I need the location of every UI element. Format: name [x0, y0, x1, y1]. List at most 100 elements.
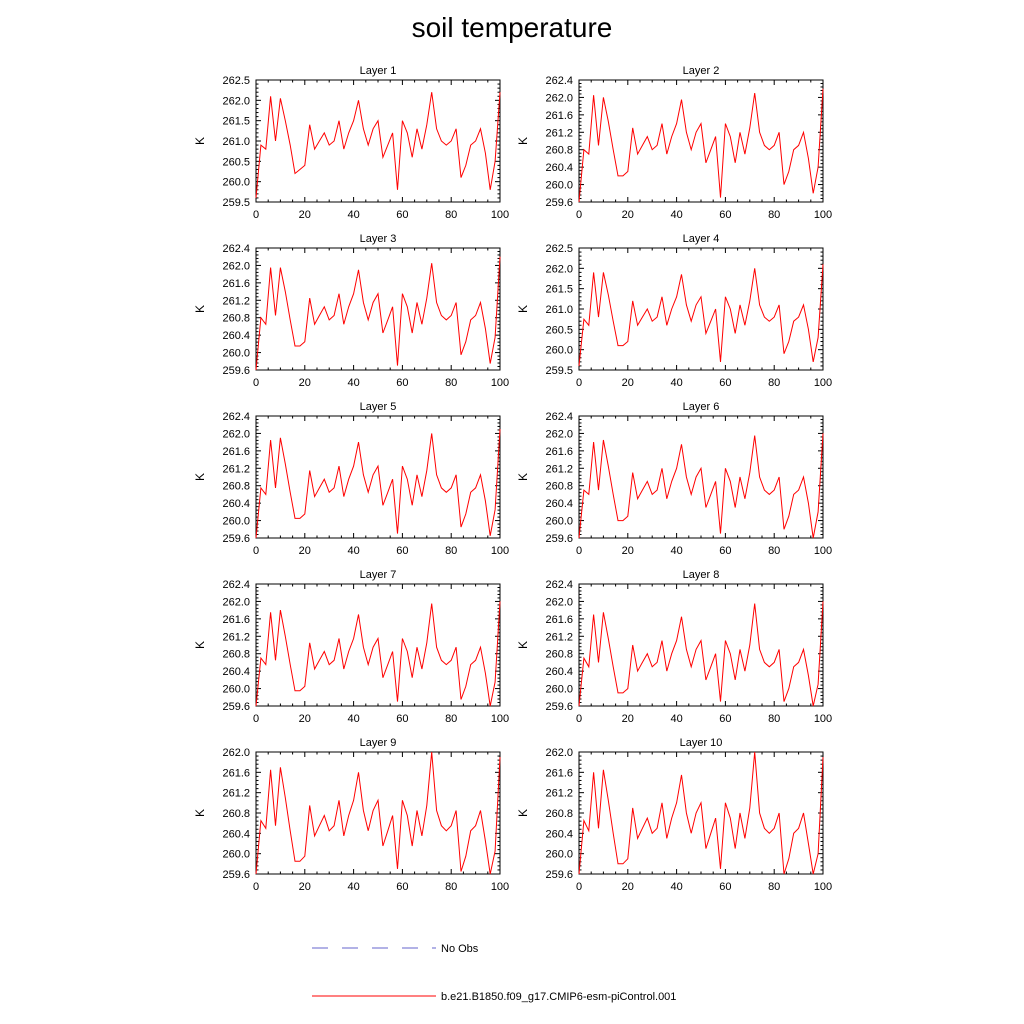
y-tick-label: 260.4	[545, 162, 573, 174]
plot-frame	[578, 751, 824, 875]
panel-title: Layer 1	[360, 65, 397, 77]
x-tick-label: 60	[719, 713, 731, 725]
series-line	[255, 92, 501, 198]
x-tick-label: 80	[445, 713, 457, 725]
y-tick-label: 261.5	[222, 116, 250, 128]
y-tick-label: 262.0	[222, 596, 250, 608]
panel-title: Layer 2	[683, 65, 720, 77]
x-tick-label: 60	[396, 881, 408, 893]
series-line	[578, 751, 824, 875]
y-tick-label: 262.0	[545, 92, 573, 104]
x-tick-label: 0	[576, 881, 582, 893]
y-tick-label: 259.6	[545, 869, 573, 881]
y-tick-label: 259.6	[545, 533, 573, 545]
y-tick-label: 262.0	[545, 747, 573, 759]
y-tick-label: 259.6	[222, 533, 250, 545]
y-tick-label: 259.6	[545, 701, 573, 713]
x-tick-label: 100	[491, 545, 509, 557]
x-tick-label: 0	[576, 377, 582, 389]
x-tick-label: 80	[768, 713, 780, 725]
x-tick-label: 40	[670, 881, 682, 893]
panel-1: Layer 1 K 0 20 40 60 80 100 259.5 260.0 260.5 261.0…	[193, 65, 509, 221]
x-tick-label: 0	[253, 209, 259, 221]
y-tick-label: 261.5	[545, 284, 573, 296]
y-tick-label: 259.5	[222, 197, 250, 209]
x-tick-label: 40	[347, 377, 359, 389]
plot-frame	[578, 247, 824, 371]
x-tick-label: 100	[814, 545, 832, 557]
panel-9: Layer 9 K 0 20 40 60 80 100 259.6 260.0 260.4 260.8…	[193, 737, 509, 893]
y-axis-label: K	[516, 473, 530, 481]
x-tick-label: 80	[768, 377, 780, 389]
series-line	[255, 751, 501, 875]
y-tick-label: 260.5	[545, 324, 573, 336]
y-tick-label: 262.0	[222, 747, 250, 759]
x-tick-label: 60	[719, 545, 731, 557]
y-tick-label: 260.4	[222, 828, 250, 840]
y-tick-label: 259.6	[222, 365, 250, 377]
x-tick-label: 20	[622, 377, 634, 389]
y-tick-label: 261.6	[222, 767, 250, 779]
panel-title: Layer 9	[360, 737, 397, 749]
y-tick-label: 262.4	[545, 75, 573, 87]
plot-frame	[255, 583, 501, 707]
series-line	[578, 601, 824, 707]
y-axis-label: K	[193, 809, 207, 817]
x-tick-label: 100	[491, 881, 509, 893]
panel-title: Layer 3	[360, 233, 397, 245]
x-tick-label: 100	[814, 713, 832, 725]
series-line	[255, 601, 501, 707]
y-tick-label: 259.5	[545, 365, 573, 377]
y-tick-label: 261.2	[545, 631, 573, 643]
panel-6: Layer 6 K 0 20 40 60 80 100 259.6 260.0 260.4 260.8…	[516, 401, 832, 557]
x-tick-label: 40	[347, 713, 359, 725]
y-tick-label: 261.6	[545, 767, 573, 779]
panel-4: Layer 4 K 0 20 40 60 80 100 259.5 260.0 260.5 261.0…	[516, 233, 832, 389]
y-tick-label: 260.8	[222, 313, 250, 325]
panel-title: Layer 10	[680, 737, 723, 749]
y-tick-label: 262.0	[222, 428, 250, 440]
x-tick-label: 80	[445, 209, 457, 221]
x-tick-label: 40	[670, 713, 682, 725]
y-tick-label: 260.4	[545, 498, 573, 510]
x-tick-label: 20	[299, 209, 311, 221]
series-line	[578, 88, 824, 203]
x-tick-label: 40	[670, 209, 682, 221]
y-tick-label: 262.4	[222, 243, 250, 255]
y-tick-label: 260.8	[222, 649, 250, 661]
x-tick-label: 80	[768, 209, 780, 221]
y-tick-label: 260.0	[545, 516, 573, 528]
panel-title: Layer 6	[683, 401, 720, 413]
y-tick-label: 262.0	[222, 260, 250, 272]
x-tick-label: 60	[396, 377, 408, 389]
x-tick-label: 20	[622, 545, 634, 557]
y-tick-label: 262.0	[545, 263, 573, 275]
x-tick-label: 60	[396, 545, 408, 557]
x-tick-label: 100	[491, 713, 509, 725]
y-tick-label: 259.6	[222, 869, 250, 881]
x-tick-label: 80	[768, 545, 780, 557]
x-tick-label: 60	[396, 209, 408, 221]
plot-frame	[255, 751, 501, 875]
x-tick-label: 40	[670, 377, 682, 389]
y-axis-label: K	[193, 641, 207, 649]
panel-5: Layer 5 K 0 20 40 60 80 100 259.6 260.0 260.4 260.8…	[193, 401, 509, 557]
x-tick-label: 0	[253, 545, 259, 557]
panel-title: Layer 7	[360, 569, 397, 581]
y-tick-label: 260.5	[222, 156, 250, 168]
y-tick-label: 260.0	[545, 180, 573, 192]
y-tick-label: 260.4	[545, 666, 573, 678]
y-tick-label: 261.6	[222, 446, 250, 458]
y-tick-label: 260.4	[222, 666, 250, 678]
panel-title: Layer 5	[360, 401, 397, 413]
y-tick-label: 262.0	[545, 596, 573, 608]
y-tick-label: 259.6	[545, 197, 573, 209]
panel-title: Layer 4	[683, 233, 720, 245]
y-tick-label: 260.0	[222, 684, 250, 696]
panel-2: Layer 2 K 0 20 40 60 80 100 259.6 260.0 260.4 260.8…	[516, 65, 832, 221]
x-tick-label: 0	[253, 377, 259, 389]
x-tick-label: 80	[445, 545, 457, 557]
plot-frame	[255, 247, 501, 371]
y-tick-label: 260.0	[545, 849, 573, 861]
